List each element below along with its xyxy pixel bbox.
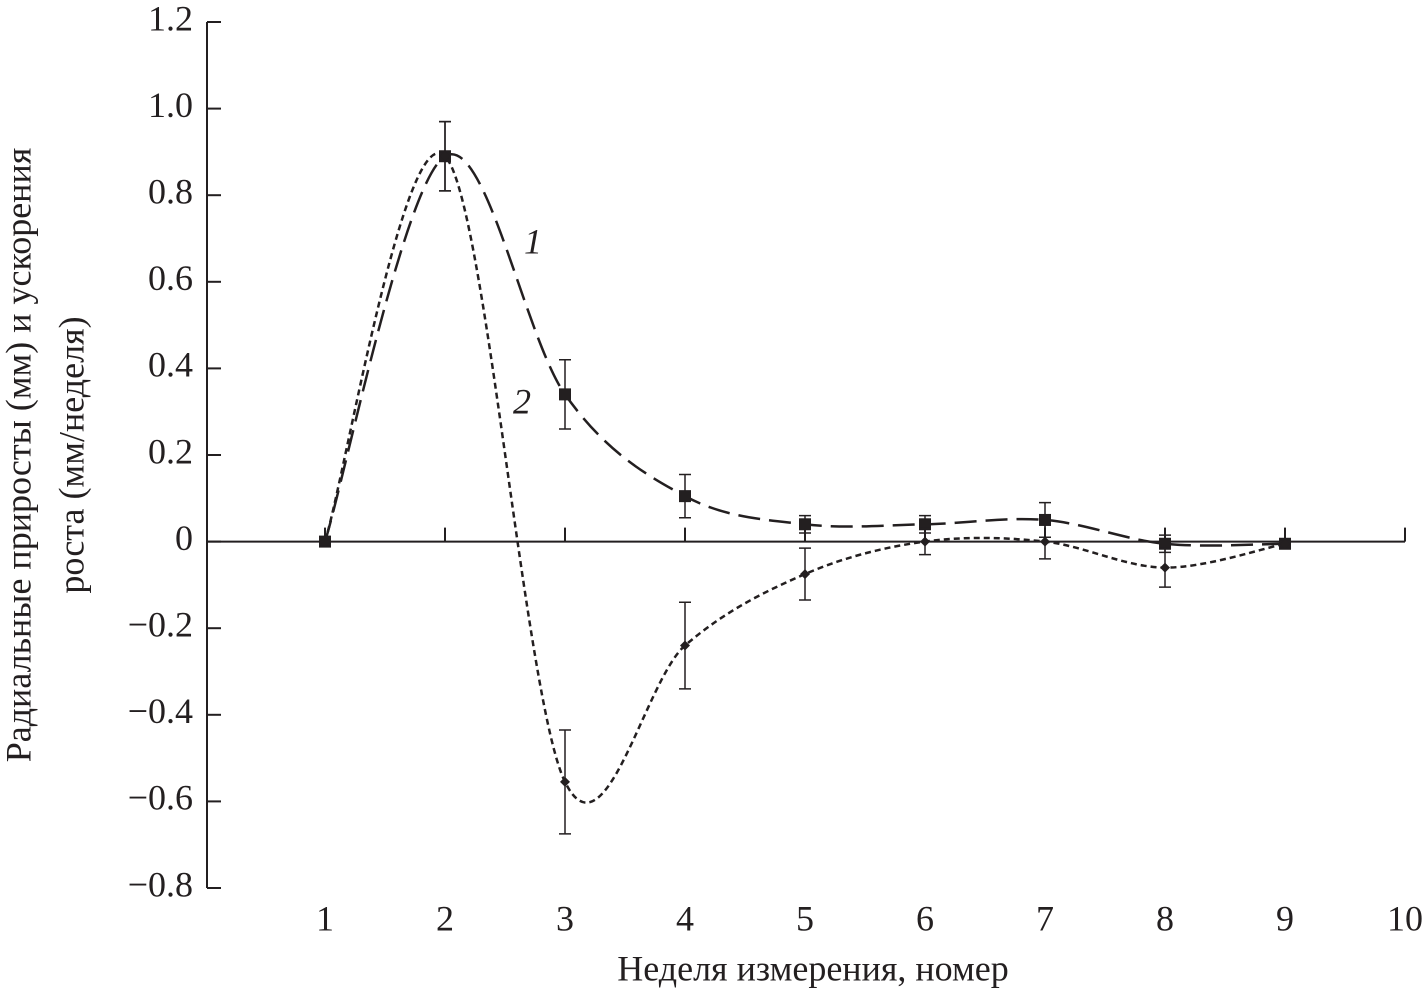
y-tick-label: 1.0 bbox=[148, 85, 193, 125]
y-tick-label: 0.2 bbox=[148, 431, 193, 471]
marker bbox=[919, 518, 931, 531]
marker bbox=[680, 640, 690, 651]
marker bbox=[679, 490, 691, 503]
x-tick-label: 7 bbox=[1036, 898, 1054, 938]
marker bbox=[320, 536, 330, 547]
series-label: 1 bbox=[524, 221, 542, 261]
x-tick-label: 10 bbox=[1387, 898, 1423, 938]
y-tick-label: −0.4 bbox=[128, 691, 193, 731]
y-tick-label: −0.6 bbox=[128, 778, 193, 818]
y-tick-label: −0.2 bbox=[128, 604, 193, 644]
marker bbox=[1159, 537, 1171, 550]
y-tick-label: 1.2 bbox=[148, 0, 193, 38]
marker bbox=[1039, 513, 1051, 526]
x-tick-label: 4 bbox=[676, 898, 694, 938]
marker bbox=[559, 388, 571, 401]
y-tick-label: 0.8 bbox=[148, 171, 193, 211]
x-tick-label: 1 bbox=[316, 898, 334, 938]
series-line bbox=[323, 151, 1286, 804]
y-axis-title: Радиальные приросты (мм) и ускорения bbox=[0, 148, 38, 763]
marker bbox=[799, 518, 811, 531]
y-axis-title: роста (мм/неделя) bbox=[51, 316, 91, 593]
marker bbox=[920, 536, 930, 547]
y-tick-label: 0.4 bbox=[148, 345, 193, 385]
series-label: 2 bbox=[513, 381, 531, 421]
x-tick-label: 8 bbox=[1156, 898, 1174, 938]
x-tick-label: 2 bbox=[436, 898, 454, 938]
x-tick-label: 5 bbox=[796, 898, 814, 938]
x-tick-label: 3 bbox=[556, 898, 574, 938]
marker bbox=[560, 776, 570, 787]
y-tick-label: 0.6 bbox=[148, 258, 193, 298]
x-axis-title: Неделя измерения, номер bbox=[617, 948, 1008, 988]
x-tick-label: 9 bbox=[1276, 898, 1294, 938]
x-tick-label: 6 bbox=[916, 898, 934, 938]
y-tick-label: −0.8 bbox=[128, 864, 193, 904]
series-line bbox=[323, 152, 1286, 547]
marker bbox=[440, 151, 450, 162]
marker bbox=[1280, 538, 1290, 549]
marker bbox=[800, 569, 810, 580]
marker bbox=[1160, 562, 1170, 573]
marker bbox=[1040, 536, 1050, 547]
y-tick-label: 0 bbox=[175, 518, 193, 558]
